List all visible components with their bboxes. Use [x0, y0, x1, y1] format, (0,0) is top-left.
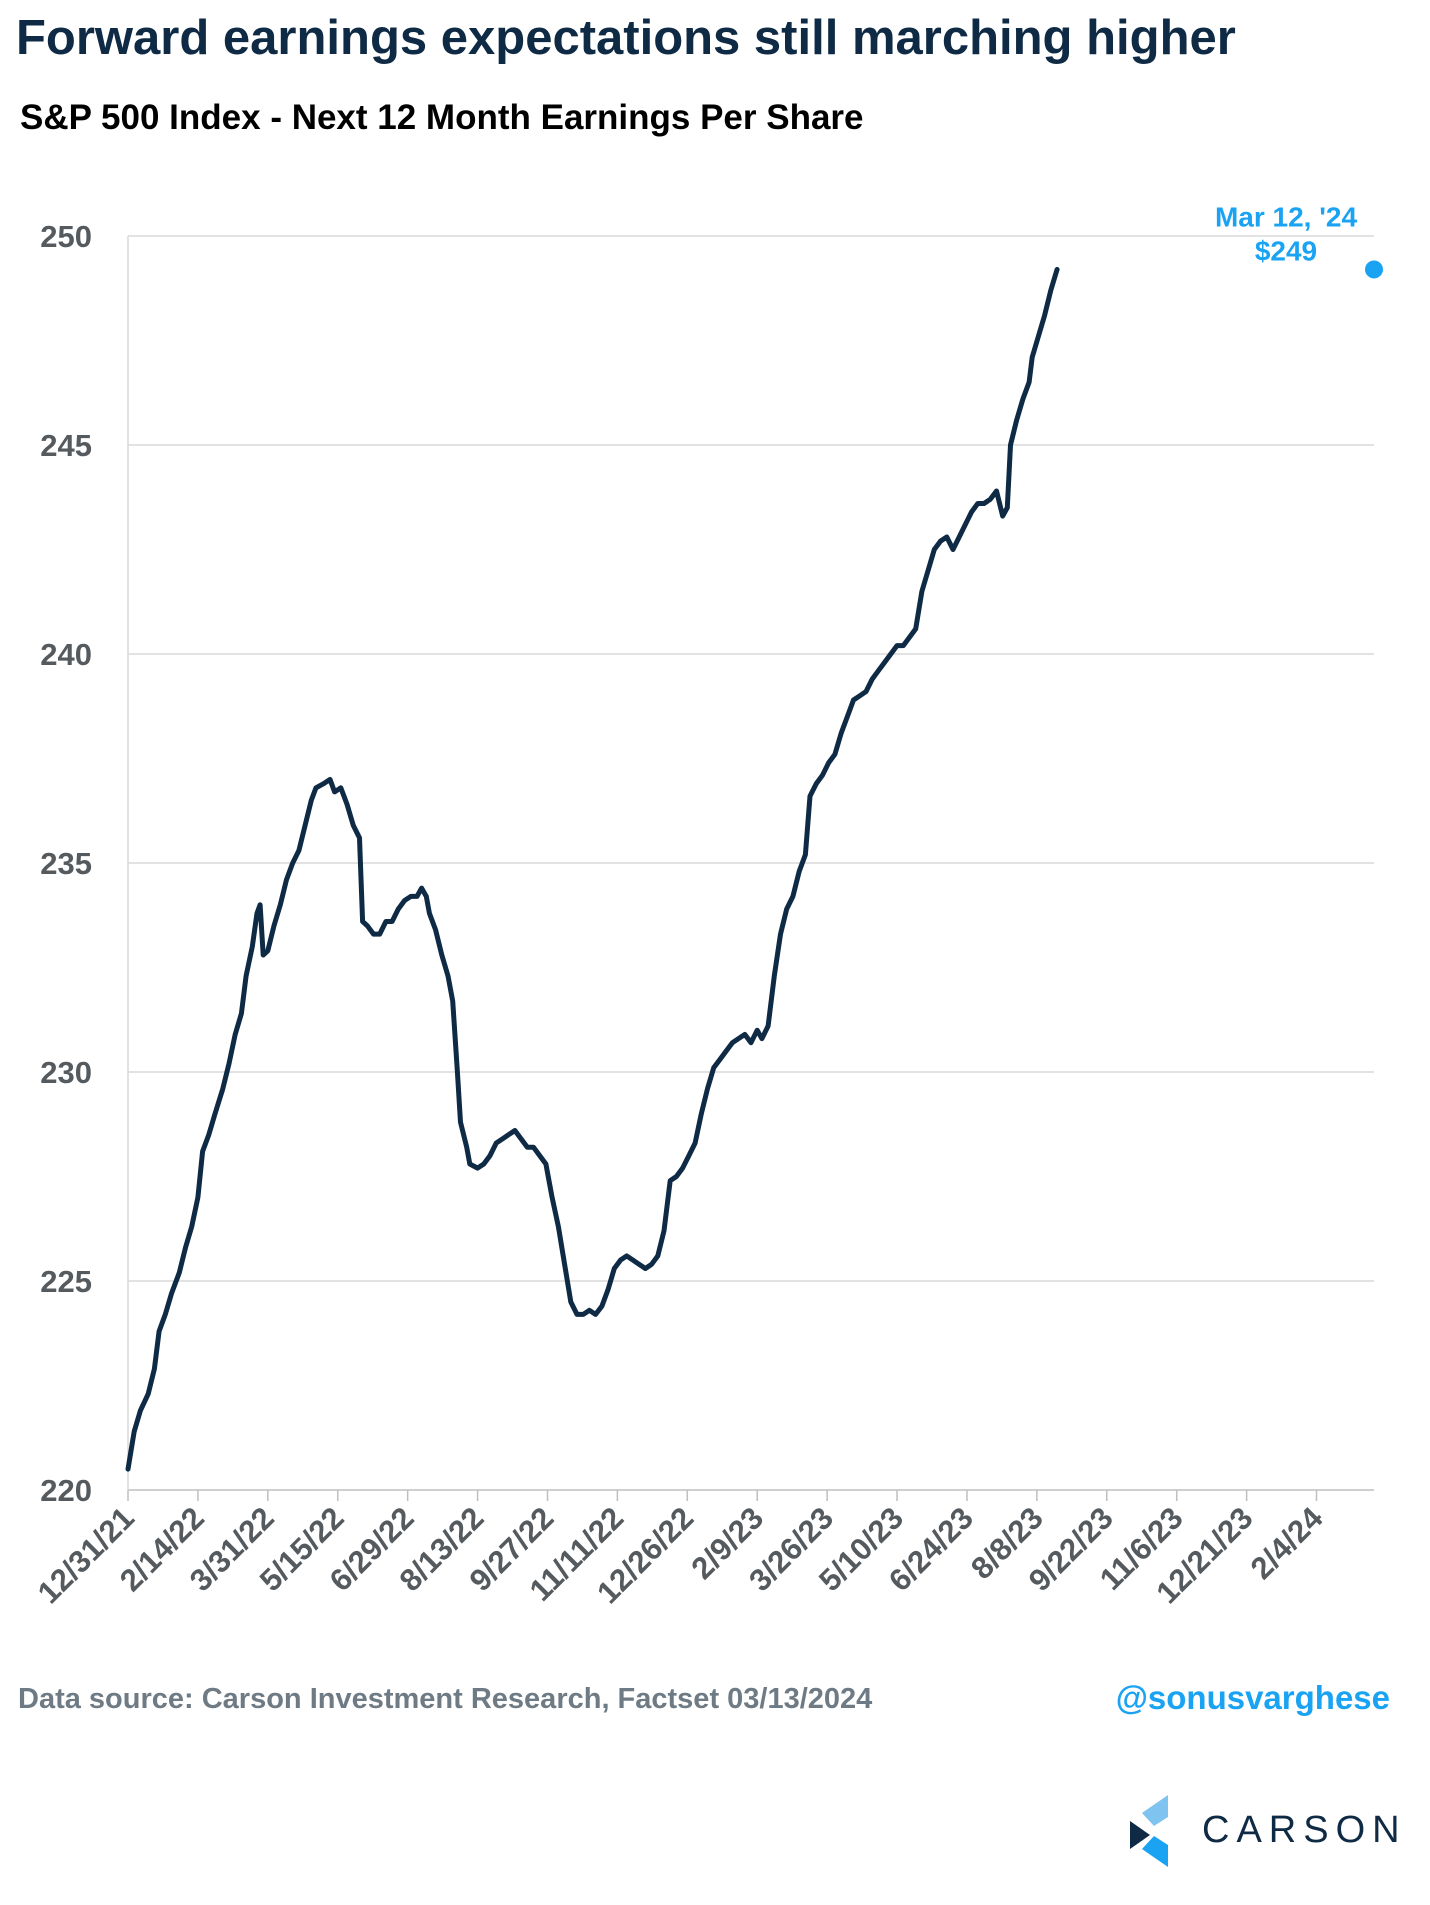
y-tick-label: 235: [40, 846, 92, 881]
line-chart: 220 225 230 235 240 245 250 12/31/212/14/223/3…: [31, 201, 1383, 1610]
twitter-handle: @sonusvarghese: [1115, 1679, 1390, 1716]
y-tick-label: 245: [40, 428, 92, 463]
carson-logo-text: CARSON: [1202, 1809, 1407, 1851]
annotation-date-label: Mar 12, '24: [1215, 201, 1358, 232]
eps-series-line: [125, 266, 1060, 1472]
carson-logo: CARSON: [1130, 1795, 1410, 1867]
chart-subtitle: S&P 500 Index - Next 12 Month Earnings P…: [20, 98, 864, 137]
x-axis: [127, 236, 1374, 1491]
y-tick-label: 220: [40, 1473, 92, 1508]
x-tick-label: 2/4/24: [1244, 1500, 1330, 1586]
y-axis-ticks: 220 225 230 235 240 245 250: [40, 219, 92, 1508]
data-source-note: Data source: Carson Investment Research,…: [18, 1683, 873, 1715]
carson-logo-mark-icon: [1130, 1795, 1168, 1867]
y-tick-label: 225: [40, 1264, 92, 1299]
gridlines: [128, 235, 1374, 1282]
y-tick-label: 240: [40, 637, 92, 672]
y-tick-label: 250: [40, 219, 92, 254]
x-axis-ticks: 12/31/212/14/223/31/225/15/226/29/228/13…: [31, 1490, 1330, 1610]
chart-title: Forward earnings expectations still marc…: [16, 11, 1236, 65]
annotation-value-label: $249: [1255, 235, 1317, 266]
y-tick-label: 230: [40, 1055, 92, 1090]
latest-value-marker: [1365, 260, 1383, 279]
x-tick-label: 12/31/21: [31, 1500, 141, 1610]
